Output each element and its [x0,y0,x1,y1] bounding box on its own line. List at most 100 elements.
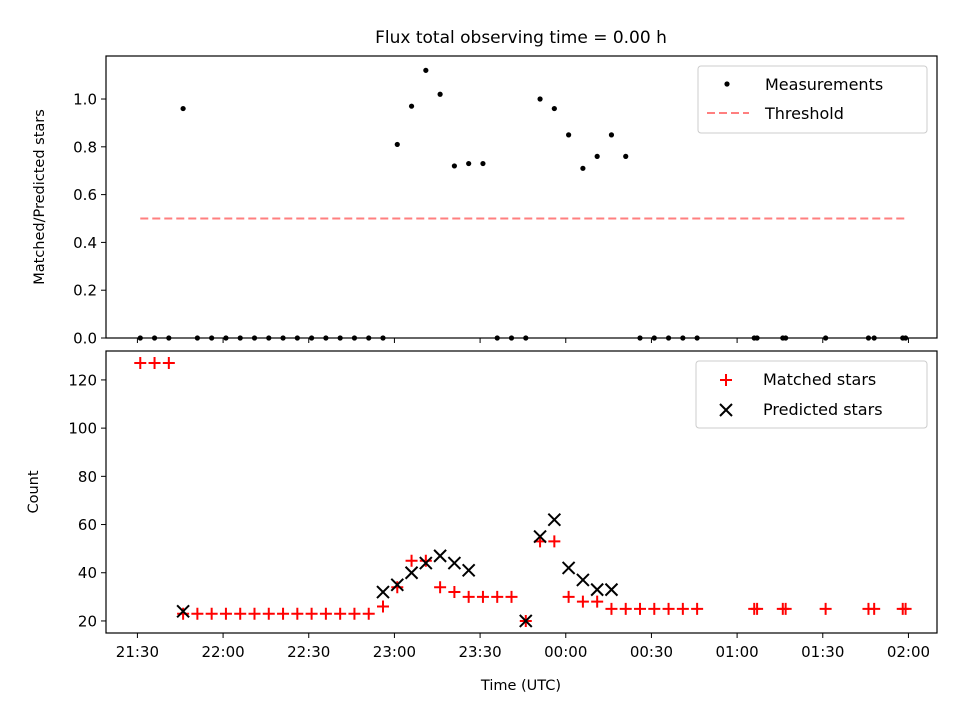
predicted-star-point [433,549,447,563]
matched-star-point [319,607,332,620]
x-tick-label: 23:30 [458,643,501,661]
y-tick-label: 0.4 [73,234,97,252]
measurement-point [637,335,643,341]
legend-measurements-label: Measurements [765,75,883,94]
measurement-point [209,335,215,341]
predicted-star-point [576,573,590,587]
matched-star-point [491,590,504,603]
y-tick-label: 60 [78,516,97,534]
top-plot-frame [105,55,938,339]
predicted-star-point [519,614,533,628]
matched-star-point [505,590,518,603]
matched-star-point [134,357,147,370]
x-tick-label: 01:30 [801,643,844,661]
x-tick-label: 23:00 [373,643,416,661]
matched-star-point [434,581,447,594]
matched-star-point [605,602,618,615]
measurement-point [251,335,258,341]
measurement-point [294,335,300,341]
measurement-point [223,335,229,341]
matched-star-point [591,595,604,608]
matched-star-point [291,607,304,620]
measurement-point [137,335,143,341]
measurement-point [366,335,372,341]
predicted-star-point [547,513,562,527]
matched-star-point [448,586,461,599]
x-tick-label: 01:00 [715,643,758,661]
matched-star-point [648,602,661,615]
matched-star-point [362,607,375,620]
legend-predicted-label: Predicted stars [763,400,883,419]
measurement-point [902,335,909,341]
matched-star-point [248,607,261,620]
matched-star-point [662,602,675,615]
top-marks [137,67,909,341]
x-tick-label: 22:30 [287,643,330,661]
predicted-star-point [561,561,576,575]
measurement-point [351,335,358,341]
matched-star-point [405,554,418,567]
measurement-point [594,153,600,159]
legend-matched-marker [720,374,732,386]
matched-star-point [548,535,561,548]
legend-matched-label: Matched stars [763,370,876,389]
bottom-axes: 20 40 60 80 100 120 21:30 22:00 22:30 23:00 23:30… [26,350,938,694]
predicted-star-point [176,604,190,619]
measurement-point [394,141,400,148]
y-tick-label: 0.2 [73,282,97,300]
matched-star-point [576,595,589,608]
measurement-point [665,335,672,341]
matched-star-point [219,607,232,620]
measurement-point [280,335,286,341]
top-legend: Measurements Threshold [697,65,928,134]
x-tick-label: 00:00 [544,643,587,661]
x-tick-label: 02:00 [887,643,930,661]
measurement-point [608,132,615,138]
measurement-point [466,160,472,167]
matched-star-point [234,607,247,620]
measurement-point [423,67,429,73]
matched-star-point [562,590,575,603]
predicted-star-point [604,582,619,597]
measurement-point [537,96,543,102]
matched-star-point [205,607,218,620]
top-x-ticks [136,338,909,343]
matched-star-point [676,602,689,615]
y-tick-label: 20 [78,612,97,630]
measurement-point [380,335,386,341]
measurement-point [783,335,789,341]
matched-star-point [305,607,318,620]
matched-star-point [277,607,290,620]
bottom-plot-frame [105,350,938,634]
matched-star-point [391,581,404,594]
measurement-point [508,335,515,341]
matched-star-point [634,602,647,615]
predicted-star-point [590,582,604,597]
y-tick-label: 0.8 [73,138,97,156]
measurement-point [166,335,172,341]
measurement-point [551,105,557,112]
predicted-star-point [404,566,419,580]
measurement-point [337,335,343,341]
bottom-legend: Matched stars Predicted stars [695,360,928,429]
matched-star-point [462,590,475,603]
bottom-legend-box [695,360,928,429]
measurement-point [180,105,186,112]
legend-threshold-label: Threshold [764,104,844,123]
matched-star-point [377,600,389,613]
matched-star-point [348,607,361,620]
measurement-point [194,335,200,341]
y-tick-label: 1.0 [73,91,97,109]
chart-title: Flux total observing time = 0.00 h [375,28,667,48]
measurement-point [408,103,415,109]
bottom-y-ticks: 20 40 60 80 100 120 [68,371,106,630]
measurement-point [823,335,829,341]
measurement-point [323,335,329,341]
y-tick-label: 0.6 [73,186,97,204]
matched-star-point [177,607,190,620]
measurement-point [623,153,629,159]
matched-star-point [899,602,912,615]
predicted-star-point [390,578,404,592]
y-tick-label: 0.0 [73,330,97,348]
